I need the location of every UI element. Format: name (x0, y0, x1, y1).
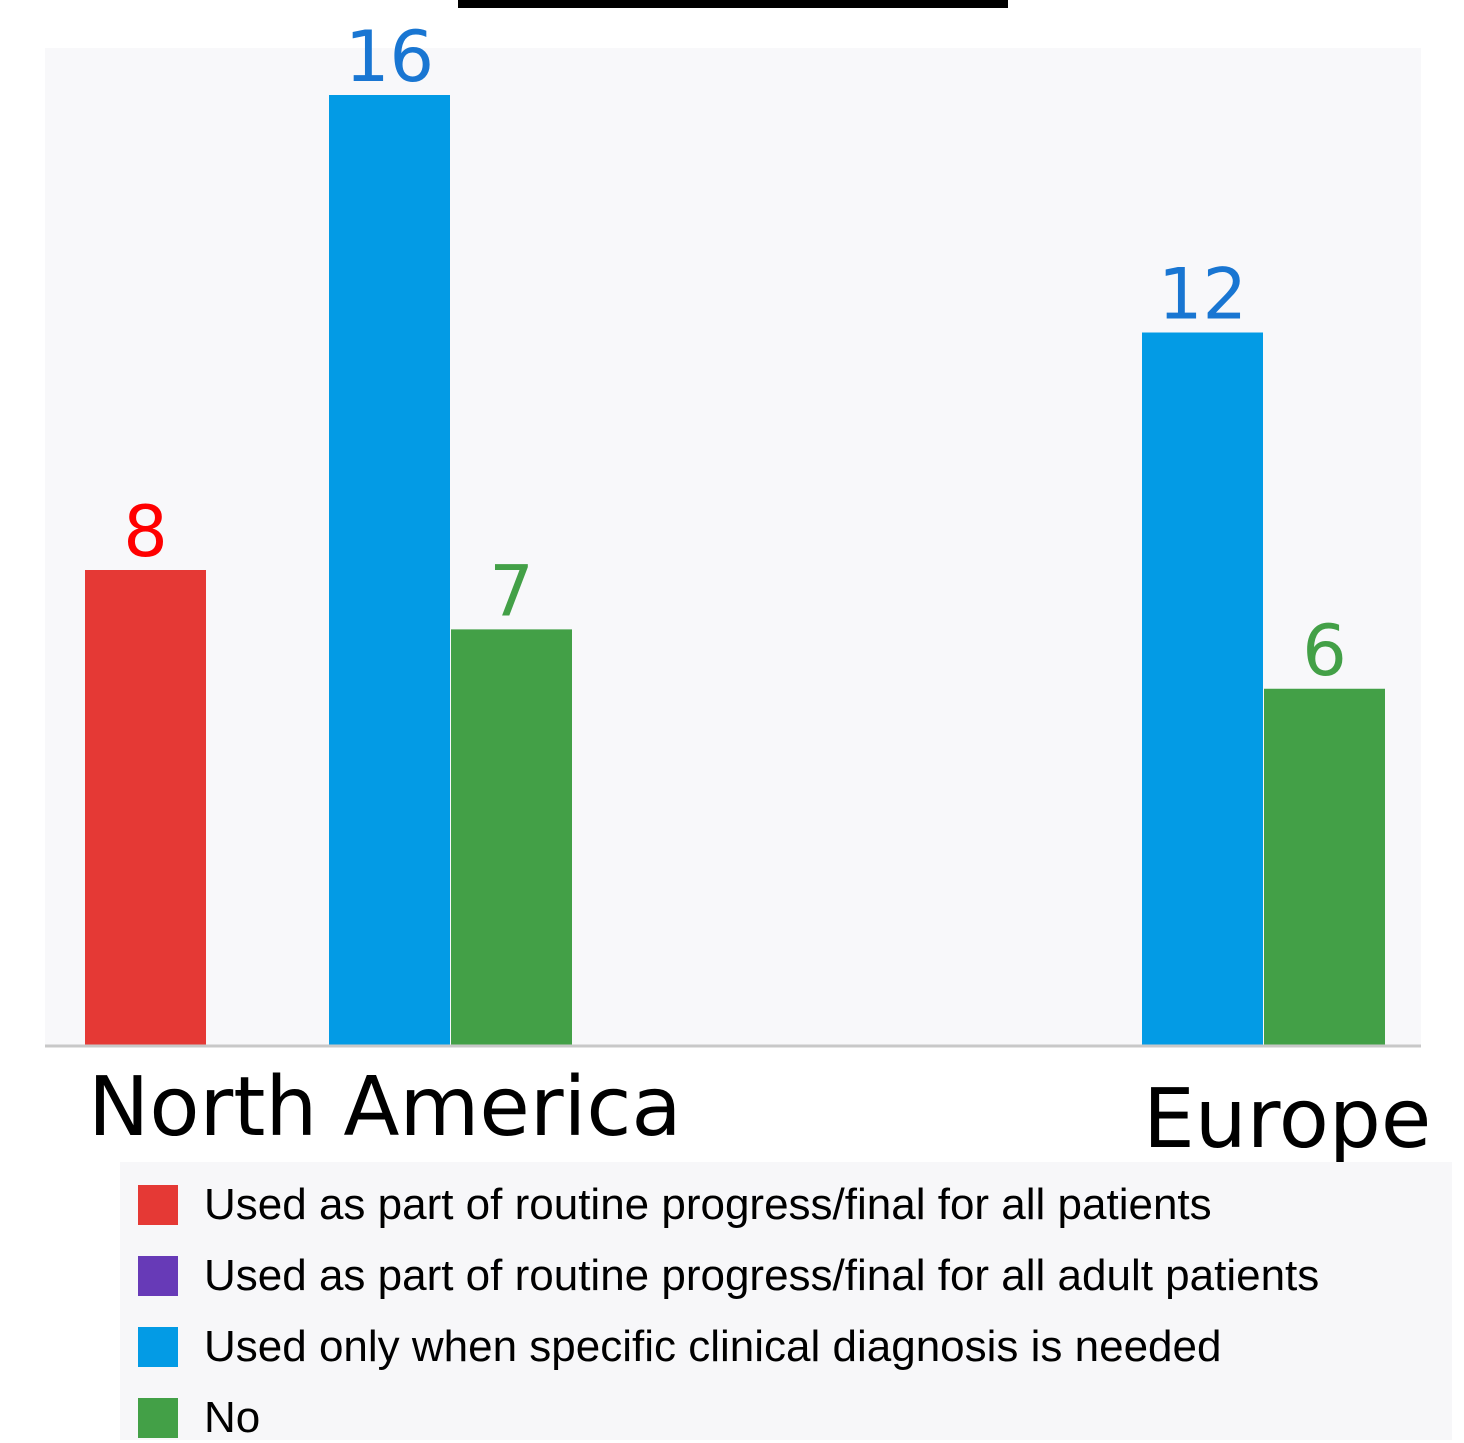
bar-north-america-specific-diagnosis (329, 95, 450, 1045)
bar-europe-specific-diagnosis (1142, 332, 1263, 1045)
legend-label-no: No (204, 1393, 261, 1442)
category-label-europe: Europe (1143, 1072, 1431, 1162)
legend-item-no: No (138, 1393, 260, 1443)
legend-swatch-routine-adult (138, 1256, 178, 1296)
bar-europe-no (1264, 688, 1385, 1045)
legend-swatch-routine-all (138, 1185, 178, 1225)
value-label-north-america-specific-diagnosis: 16 (345, 16, 434, 98)
legend-swatch-no (138, 1398, 178, 1438)
legend-label-routine-adult: Used as part of routine progress/final f… (204, 1251, 1320, 1300)
category-label-north-america: North America (88, 1060, 682, 1155)
bar-north-america-no (451, 629, 572, 1045)
bar-chart: 8 16 7 12 6 North America Europe (45, 16, 1431, 1162)
value-label-north-america-routine-all: 8 (123, 491, 168, 573)
value-label-europe-specific-diagnosis: 12 (1158, 254, 1247, 336)
value-label-europe-no: 6 (1302, 610, 1347, 692)
legend-swatch-specific-diagnosis (138, 1327, 178, 1367)
value-label-north-america-no: 7 (489, 550, 534, 632)
legend-item-specific-diagnosis: Used only when specific clinical diagnos… (138, 1322, 1221, 1372)
legend-item-routine-all: Used as part of routine progress/final f… (138, 1180, 1212, 1230)
legend: Used as part of routine progress/final f… (120, 1162, 1452, 1443)
legend-label-routine-all: Used as part of routine progress/final f… (204, 1180, 1212, 1229)
legend-item-routine-adult: Used as part of routine progress/final f… (138, 1251, 1319, 1301)
bar-north-america-routine-all (85, 570, 206, 1045)
legend-label-specific-diagnosis: Used only when specific clinical diagnos… (204, 1322, 1222, 1371)
title-rule (458, 0, 1008, 8)
bars-group: 8 16 7 12 6 (85, 16, 1385, 1045)
